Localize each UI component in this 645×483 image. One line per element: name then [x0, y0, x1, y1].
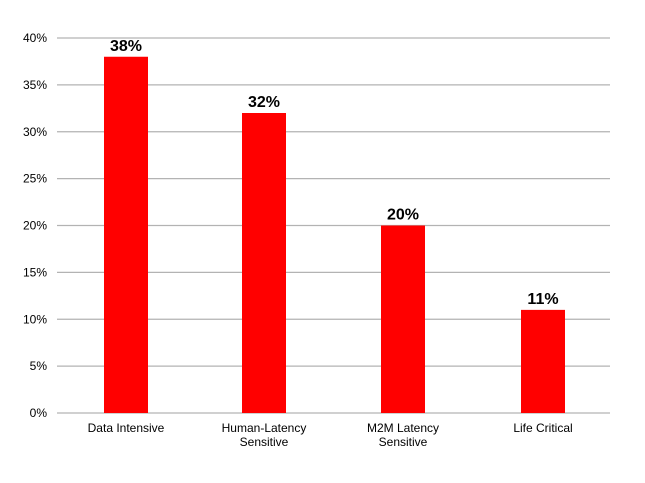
- y-tick-label-5: 5%: [30, 359, 48, 373]
- data-label-3: 20%: [387, 207, 419, 224]
- category-label-2-line-2: Sensitive: [240, 435, 289, 449]
- data-labels: 38% 32% 20% 11%: [110, 38, 559, 308]
- y-tick-label-10: 10%: [23, 312, 47, 326]
- category-label-3-line-1: M2M Latency: [367, 421, 439, 435]
- y-tick-label-40: 40%: [23, 31, 47, 45]
- category-label-2-line-1: Human-Latency: [222, 421, 307, 435]
- data-label-4: 11%: [527, 291, 558, 308]
- data-label-1: 38%: [110, 38, 142, 55]
- bar-4: [521, 309, 565, 413]
- bars: [104, 56, 565, 413]
- data-label-2: 32%: [248, 94, 280, 111]
- bar-2: [242, 113, 286, 413]
- x-axis-category-labels: Data Intensive Human-LatencySensitiveM2M …: [88, 421, 573, 449]
- bar-3: [381, 225, 425, 413]
- category-label-1: Data Intensive: [88, 421, 165, 435]
- category-label-4: Life Critical: [513, 421, 572, 435]
- bar-1: [104, 56, 148, 413]
- y-tick-label-35: 35%: [23, 78, 47, 92]
- y-tick-label-20: 20%: [23, 219, 47, 233]
- category-label-3-line-2: Sensitive: [379, 435, 428, 449]
- gridlines: [57, 37, 610, 414]
- y-tick-label-30: 30%: [23, 125, 47, 139]
- y-tick-label-15: 15%: [23, 265, 47, 279]
- y-axis-tick-labels: 0% 5% 10% 15% 20% 25% 30% 35% 40%: [23, 31, 47, 420]
- y-tick-label-25: 25%: [23, 172, 47, 186]
- y-tick-label-0: 0%: [30, 406, 48, 420]
